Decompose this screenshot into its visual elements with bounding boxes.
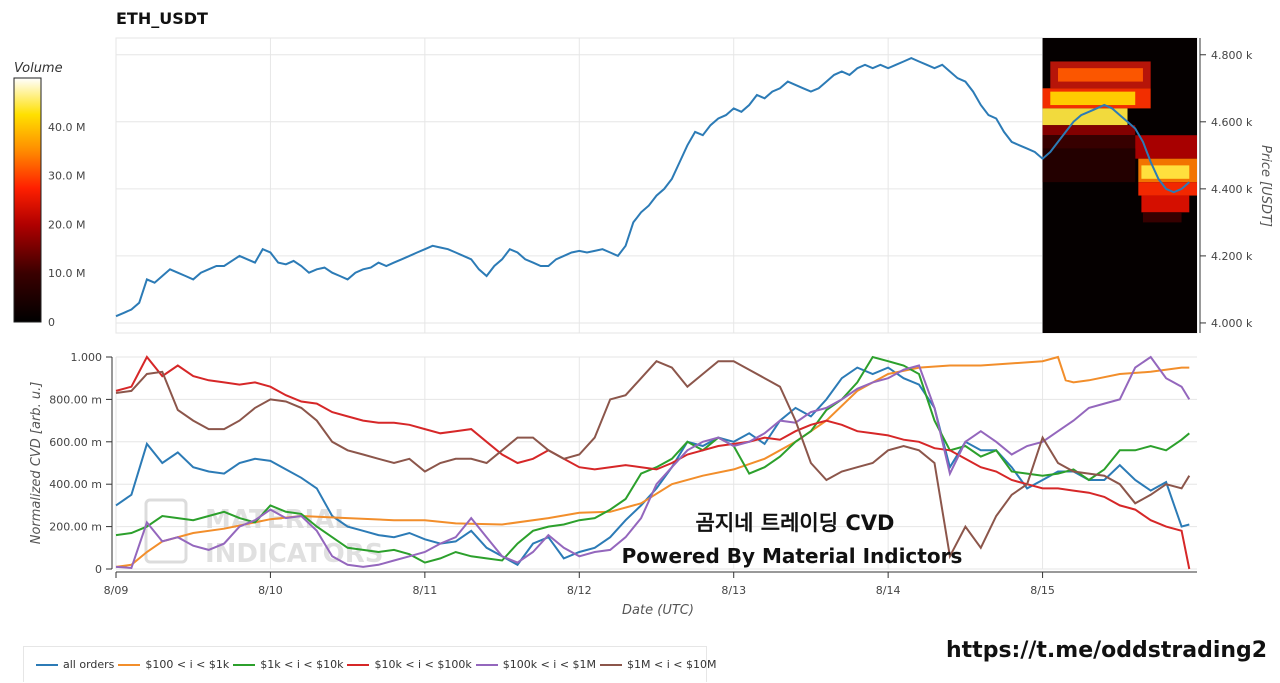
- cvd-y-tick-label: 400.00 m: [49, 478, 102, 491]
- chart-legend: all orders $100 < i < $1k $1k < i < $10k $1…: [23, 646, 716, 682]
- cvd-line: [115, 355, 1190, 568]
- heatmap-cell: [1141, 165, 1190, 179]
- legend-label: $100k < i < $1M: [502, 658, 597, 671]
- cvd-line: [115, 360, 1191, 560]
- cvd-y-tick-label: 1.000: [71, 351, 103, 364]
- watermark-logo-line1: MATERIAL: [205, 505, 351, 535]
- heatmap-cell: [1042, 125, 1136, 136]
- colorbar-tick-label: 10.0 M: [48, 267, 85, 280]
- colorbar-tick-label: 0: [48, 316, 55, 329]
- legend-label: all orders: [63, 658, 115, 671]
- colorbar: [13, 77, 42, 323]
- cvd-y-tick-label: 600.00 m: [49, 436, 102, 449]
- cvd-y-axis-label: Normalized CVD [arb. u.]: [29, 382, 44, 545]
- legend-swatch: [36, 663, 58, 666]
- legend-item[interactable]: all orders: [36, 658, 114, 671]
- cvd-line: [115, 355, 1191, 570]
- legend-swatch: [118, 663, 141, 666]
- cvd-x-tick-label: 8/10: [258, 584, 283, 597]
- legend-item[interactable]: $100k < i < $1M: [475, 658, 597, 671]
- price-y-tick-label: 4.400 k: [1211, 183, 1253, 196]
- telegram-url: https://t.me/oddstrading2: [946, 638, 1268, 663]
- chart-title: ETH_USDT: [116, 9, 208, 28]
- legend-item[interactable]: $1k < i < $10k: [233, 658, 343, 671]
- cvd-y-tick-label: 200.00 m: [49, 521, 102, 534]
- cvd-x-tick-label: 8/15: [1030, 584, 1055, 597]
- cvd-line: [115, 366, 1190, 567]
- heatmap-cell: [1042, 135, 1136, 149]
- heatmap-cell: [1042, 108, 1128, 126]
- price-plot-area: [115, 37, 1198, 334]
- price-y-tick-label: 4.200 k: [1211, 250, 1253, 263]
- legend-swatch: [347, 663, 370, 666]
- cvd-line: [115, 355, 1190, 564]
- colorbar-tick-label: 40.0 M: [48, 121, 85, 134]
- colorbar-label: Volume: [14, 61, 63, 76]
- watermark-logo-mark: [144, 498, 188, 564]
- colorbar-tick-label: 20.0 M: [48, 218, 85, 231]
- heatmap-cell: [1042, 148, 1136, 183]
- heatmap-cell: [1135, 135, 1197, 159]
- price-y-tick-label: 4.800 k: [1211, 49, 1253, 62]
- legend-label: $10k < i < $100k: [374, 658, 472, 671]
- colorbar-tick-label: 30.0 M: [48, 170, 85, 183]
- watermark-logo-line2: INDICATORS: [205, 539, 383, 569]
- cvd-y-tick-label: 800.00 m: [49, 393, 102, 406]
- cvd-y-tick-label: 0: [95, 563, 102, 576]
- cvd-x-tick-label: 8/11: [413, 584, 438, 597]
- price-y-axis-label: Price [USDT]: [1258, 145, 1273, 227]
- cvd-x-tick-label: 8/14: [876, 584, 901, 597]
- cvd-plot-area: [116, 357, 1197, 569]
- annotation-subtitle: Powered By Material Indictors: [622, 544, 963, 568]
- legend-label: $100 < i < $1k: [145, 658, 230, 671]
- price-line: [115, 57, 1190, 318]
- annotation-title: 곰지네 트레이딩 CVD: [696, 511, 895, 535]
- cvd-x-axis-label: Date (UTC): [622, 603, 694, 618]
- legend-label: $1M < i < $10M: [627, 658, 717, 671]
- legend-item[interactable]: $1M < i < $10M: [600, 658, 716, 671]
- cvd-line: [115, 355, 1191, 569]
- legend-label: $1k < i < $10k: [260, 658, 344, 671]
- legend-swatch: [475, 663, 498, 666]
- legend-item[interactable]: $100 < i < $1k: [118, 658, 229, 671]
- heatmap-cell: [1141, 195, 1190, 213]
- price-y-tick-label: 4.600 k: [1211, 116, 1253, 129]
- legend-swatch: [600, 663, 623, 666]
- cvd-x-tick-label: 8/09: [104, 584, 129, 597]
- cvd-x-tick-label: 8/13: [721, 584, 746, 597]
- heatmap-cell: [1050, 91, 1136, 106]
- heatmap-cell: [1058, 68, 1143, 82]
- legend-swatch: [233, 663, 256, 666]
- price-y-tick-label: 4.000 k: [1211, 317, 1253, 330]
- cvd-x-tick-label: 8/12: [567, 584, 592, 597]
- heatmap-cell: [1142, 212, 1182, 223]
- legend-item[interactable]: $10k < i < $100k: [347, 658, 472, 671]
